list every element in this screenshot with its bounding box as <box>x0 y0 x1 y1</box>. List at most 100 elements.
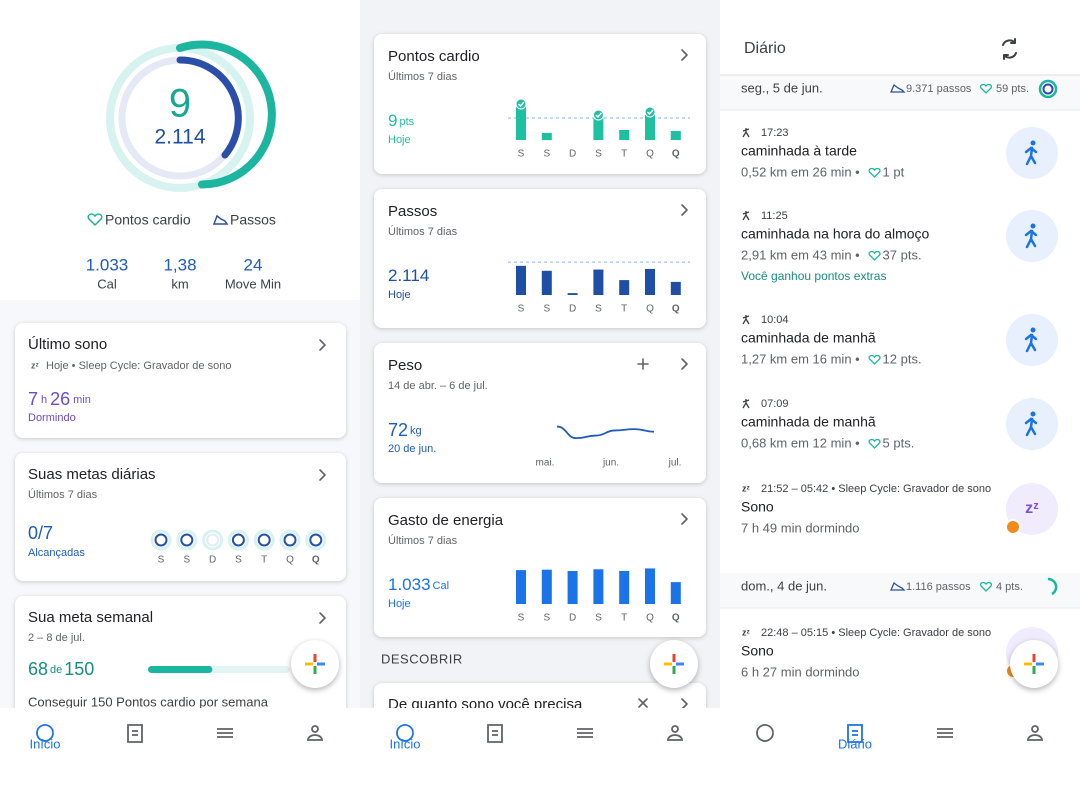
journal-title: Diário <box>744 40 786 57</box>
entry-points: 37 pts. <box>883 247 922 262</box>
weight-value: 72 <box>388 420 408 440</box>
chevron[interactable] <box>681 358 688 370</box>
stat-value: 1,38 <box>163 255 196 274</box>
weekly-progress: 68 de 150 <box>28 659 94 679</box>
nav-item[interactable] <box>487 724 503 743</box>
chevron[interactable] <box>319 339 326 351</box>
day-label: S <box>543 304 550 315</box>
today-value: 1.033 <box>388 575 431 594</box>
heart-icon <box>868 250 881 261</box>
goal-ring-inner <box>180 533 194 547</box>
weekly-period: 2 – 8 de jul. <box>28 632 85 644</box>
chevron[interactable] <box>681 698 688 710</box>
entry-detail: 6 h 27 min dormindo <box>741 664 860 679</box>
entry-time: 11:25 <box>761 210 788 222</box>
dismiss[interactable] <box>638 698 648 708</box>
nav-item[interactable] <box>937 728 953 738</box>
nav-icon <box>127 724 143 743</box>
goal-ring-inner <box>257 533 271 547</box>
nav-item[interactable] <box>1027 725 1043 741</box>
day-label: D <box>569 149 576 160</box>
fab[interactable] <box>291 640 339 688</box>
add-weight[interactable] <box>637 358 649 370</box>
bar <box>567 570 578 604</box>
sleep-minutes: 26 <box>50 389 70 409</box>
nav-item[interactable] <box>667 725 683 741</box>
check-badge <box>592 109 604 121</box>
weekly-title: Sua meta semanal <box>28 609 153 626</box>
nav-item[interactable] <box>756 724 774 742</box>
chevron[interactable] <box>681 204 688 216</box>
day-label: S <box>518 304 525 315</box>
nav-item[interactable]: Diário <box>838 724 872 751</box>
walk-icon-small <box>742 211 750 221</box>
weekly-of: de <box>50 664 62 676</box>
nav-bar <box>0 708 1080 800</box>
day-label: S <box>518 149 525 160</box>
fab[interactable] <box>1010 640 1058 688</box>
day-label: Q <box>646 613 654 624</box>
weekly-description: Conseguir 150 Pontos cardio por semana <box>28 694 269 709</box>
today: 2.114 <box>388 266 429 285</box>
sleep-title: Último sono <box>28 336 107 353</box>
day-ring <box>1042 83 1054 95</box>
walk-head <box>1030 327 1036 333</box>
today-value: 9 <box>388 111 397 130</box>
sleep-minutes-unit: min <box>73 394 91 406</box>
weight-line <box>556 425 655 440</box>
nav-icon <box>36 724 54 742</box>
weekly-current: 68 <box>28 659 48 679</box>
chevron[interactable] <box>681 513 688 525</box>
bar <box>541 270 552 295</box>
bar <box>645 568 655 604</box>
bar <box>619 280 630 295</box>
sleep-icon: zᶻ <box>31 360 39 370</box>
nav-item[interactable]: Início <box>389 724 421 751</box>
chevron[interactable] <box>681 49 688 61</box>
card-title: Pontos cardio <box>388 48 480 65</box>
goal-ring <box>202 529 224 551</box>
day-label: T <box>621 149 627 160</box>
goal-ring-inner <box>283 533 297 547</box>
entry-time: 10:04 <box>761 314 789 326</box>
nav-item[interactable] <box>307 725 323 741</box>
ring-steps-value: 2.114 <box>155 126 206 149</box>
chevron[interactable] <box>319 612 326 624</box>
bar <box>593 115 604 140</box>
bar <box>593 269 604 295</box>
sync[interactable] <box>1002 38 1017 60</box>
weekly-bar <box>148 666 213 673</box>
heart-icon <box>979 581 993 592</box>
nav-item[interactable]: Início <box>29 724 61 751</box>
legend-cardio: Pontos cardio <box>105 212 191 228</box>
stat-label: Move Min <box>225 276 281 291</box>
today-value: 2.114 <box>388 266 429 285</box>
heart-icon <box>868 438 881 449</box>
walk-figure <box>1024 333 1038 353</box>
heart-icon <box>87 213 103 227</box>
nav-item[interactable] <box>577 728 593 738</box>
fab[interactable] <box>650 640 698 688</box>
weight-card[interactable] <box>374 343 706 483</box>
sleep-icon-small: zᶻ <box>742 483 750 493</box>
goal-ring <box>253 529 275 551</box>
nav-icon <box>577 728 593 738</box>
nav-icon <box>847 724 863 743</box>
bar <box>567 293 578 295</box>
entry-detail: 7 h 49 min dormindo <box>741 520 860 535</box>
stat-label: km <box>171 276 188 291</box>
check <box>595 112 602 119</box>
sleep-card[interactable] <box>15 323 346 438</box>
x-label: jun. <box>602 458 619 469</box>
today-label: Hoje <box>388 134 411 146</box>
sleep-hours: 7 <box>28 389 38 409</box>
day-label: Q <box>672 304 680 315</box>
nav-item[interactable] <box>127 724 143 743</box>
nav-item[interactable] <box>217 728 233 738</box>
chevron[interactable] <box>319 469 326 481</box>
day-label: S <box>543 149 550 160</box>
